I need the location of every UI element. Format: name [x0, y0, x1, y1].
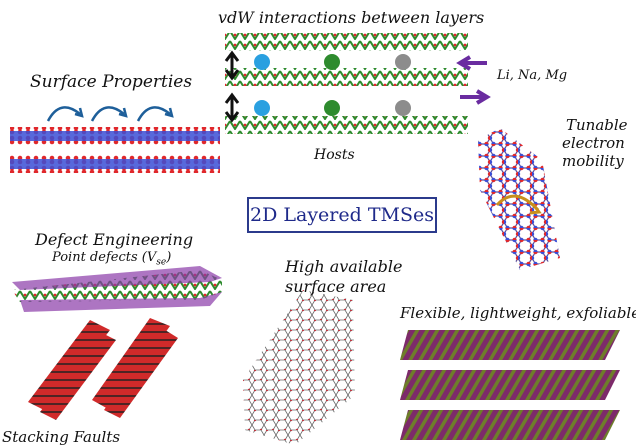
surface-layers [10, 127, 220, 173]
host-layers [225, 33, 468, 134]
hosts-label: Hosts [314, 147, 355, 163]
vdw-label: vdW interactions between layers [218, 8, 485, 27]
insertion-arrows [456, 55, 491, 105]
surface-area-label-2: surface area [285, 277, 387, 296]
point-defects-close: ) [166, 250, 172, 265]
flexible-layers [400, 330, 620, 440]
center-title-box: 2D Layered TMSes [247, 197, 437, 233]
surface-area-sheet [243, 290, 355, 445]
stacking-fault-stacks [28, 318, 178, 420]
center-title: 2D Layered TMSes [250, 204, 434, 226]
point-defects-text: Point defects (V [52, 250, 157, 265]
stacking-faults-label: Stacking Faults [2, 428, 121, 446]
surface-area-label-1: High available [285, 257, 403, 276]
defect-layer [12, 266, 222, 312]
ions-label: Li, Na, Mg [497, 68, 568, 83]
defect-engineering-label: Defect Engineering [35, 230, 194, 249]
tunable-label-1: Tunable [566, 116, 628, 134]
point-defects-sub: se [156, 257, 167, 268]
tunable-label-3: mobility [562, 152, 624, 170]
intercalant-ions [254, 54, 411, 116]
interlayer-arrows [224, 50, 240, 123]
flexible-label: Flexible, lightweight, exfoliable [400, 304, 636, 322]
point-defects-label: Point defects (Vse) [52, 250, 171, 268]
surface-properties-label: Surface Properties [30, 72, 193, 92]
tunable-label-2: electron [562, 134, 625, 152]
surface-curved-arrows [46, 106, 174, 122]
mobility-lattice [478, 128, 560, 270]
